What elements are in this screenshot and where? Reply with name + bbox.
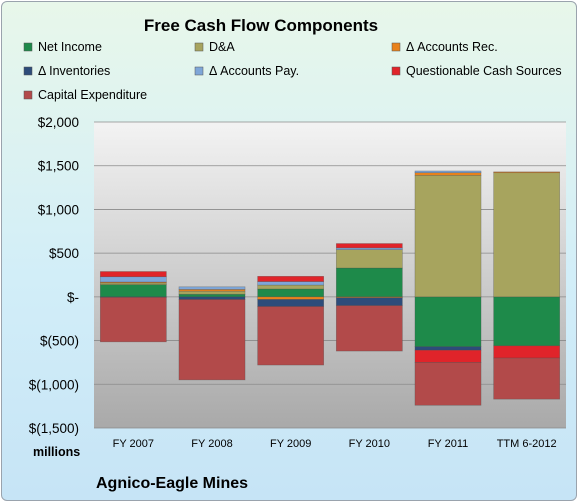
bar-inventories: [414, 346, 482, 351]
y-tick-label: $1,000: [38, 202, 79, 217]
legend-item-accounts-pay: Δ Accounts Pay.: [194, 64, 299, 78]
legend-item-inventories: Δ Inventories: [23, 64, 110, 78]
bar-accounts-rec: [414, 172, 482, 176]
legend-item-d-a: D&A: [194, 40, 235, 54]
legend-item-accounts-rec: Δ Accounts Rec.: [391, 40, 498, 54]
x-tick-label: FY 2011: [428, 438, 469, 450]
bar-capital-expenditure: [335, 305, 403, 352]
bar-d-a: [178, 290, 246, 295]
y-tick-label: $(500): [40, 334, 79, 349]
x-tick-label: FY 2010: [349, 438, 390, 450]
unit-label: millions: [33, 445, 80, 459]
bar-net-income: [257, 288, 325, 298]
y-tick-label: $-: [67, 290, 79, 305]
legend-swatch-accounts-rec: [391, 42, 401, 52]
x-tick-label: FY 2007: [113, 438, 154, 450]
x-axis: FY 2007 FY 2008 FY 2009 FY 2010 FY 2011 TTM 6…: [113, 438, 557, 450]
legend-label-net-income: Net Income: [38, 40, 102, 54]
bar-inventories: [257, 299, 325, 307]
y-tick-label: $1,500: [38, 159, 79, 174]
legend-swatch-capital-expenditure: [23, 90, 33, 100]
bar-net-income: [493, 296, 561, 347]
y-tick-label: $2,000: [38, 115, 79, 130]
legend-swatch-accounts-pay: [194, 66, 204, 76]
bar-d-a: [335, 249, 403, 269]
legend-item-net-income: Net Income: [23, 40, 102, 54]
legend-swatch-d-a: [194, 42, 204, 52]
bar-capital-expenditure: [257, 306, 325, 366]
bar-d-a: [414, 175, 482, 298]
legend-label-accounts-rec: Δ Accounts Rec.: [406, 40, 498, 54]
legend-item-capital-expenditure: Capital Expenditure: [23, 88, 147, 102]
gridlines: [94, 121, 566, 429]
legend-label-inventories: Δ Inventories: [38, 64, 110, 78]
bar-questionable-cash-sources: [335, 243, 403, 249]
bar-questionable-cash-sources: [99, 271, 167, 278]
bar-inventories: [335, 297, 403, 306]
bar-capital-expenditure: [99, 296, 167, 343]
legend: Net Income D&A Δ Accounts Rec. Δ Inventorie…: [23, 40, 562, 102]
bar-capital-expenditure: [178, 299, 246, 381]
legend-swatch-inventories: [23, 66, 33, 76]
bar-net-income: [178, 293, 246, 298]
y-tick-label: $500: [49, 246, 79, 261]
y-tick-label: $(1,000): [29, 377, 79, 392]
bar-capital-expenditure: [414, 362, 482, 406]
x-tick-label: FY 2008: [191, 438, 232, 450]
bar-net-income: [335, 267, 403, 298]
bar-accounts-rec: [493, 171, 561, 174]
bar-accounts-pay: [414, 170, 482, 174]
bar-inventories: [178, 296, 246, 300]
y-tick-label: $(1,500): [29, 421, 79, 436]
bar-accounts-pay: [178, 286, 246, 290]
x-tick-label: TTM 6-2012: [497, 438, 557, 450]
chart-title: Free Cash Flow Components: [144, 16, 378, 35]
legend-label-capital-expenditure: Capital Expenditure: [38, 88, 147, 102]
bar-net-income: [99, 284, 167, 298]
bar-d-a: [257, 284, 325, 290]
legend-swatch-questionable-cash-sources: [391, 66, 401, 76]
y-axis: $2,000 $1,500 $1,000 $500 $- $(500) $(1,000) $(…: [29, 115, 79, 436]
plot-area: [94, 122, 566, 428]
legend-label-questionable-cash-sources: Questionable Cash Sources: [406, 64, 562, 78]
bar-questionable-cash-sources: [257, 276, 325, 282]
bar-net-income: [414, 296, 482, 347]
legend-label-d-a: D&A: [209, 40, 235, 54]
bar-accounts-pay: [99, 276, 167, 283]
x-tick-label: FY 2009: [270, 438, 311, 450]
bars: [99, 170, 561, 406]
bar-accounts-rec: [257, 296, 325, 300]
legend-swatch-net-income: [23, 42, 33, 52]
bar-questionable-cash-sources: [493, 345, 561, 359]
bar-questionable-cash-sources: [414, 349, 482, 363]
bar-capital-expenditure: [493, 357, 561, 400]
legend-label-accounts-pay: Δ Accounts Pay.: [209, 64, 299, 78]
bar-d-a: [493, 172, 561, 298]
bar-accounts-pay: [257, 281, 325, 286]
company-label: Agnico-Eagle Mines: [96, 475, 248, 492]
legend-item-questionable-cash-sources: Questionable Cash Sources: [391, 64, 562, 78]
